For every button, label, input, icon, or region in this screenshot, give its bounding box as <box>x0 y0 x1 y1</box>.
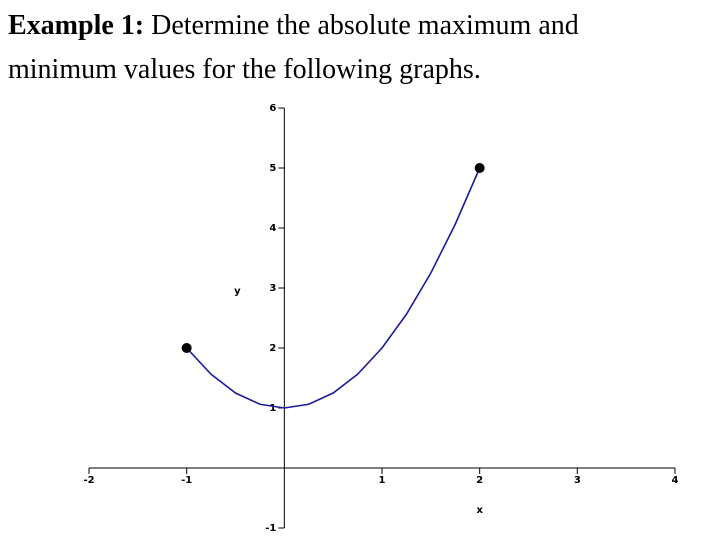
curve <box>186 167 481 409</box>
x-tick-label: 1 <box>379 475 386 486</box>
x-tick-label: 4 <box>672 475 679 486</box>
x-tick-label: -1 <box>181 475 192 486</box>
y-tick-label: 6 <box>269 103 276 114</box>
x-tick-label: 3 <box>574 475 581 486</box>
x-tick-label: 2 <box>476 475 483 486</box>
x-tick-label: -2 <box>83 475 94 486</box>
x-axis-label: x <box>476 505 483 516</box>
heading: Example 1: Determine the absolute maximu… <box>8 4 628 92</box>
example-label: Example 1: <box>8 10 145 41</box>
y-tick-label: 4 <box>269 223 276 234</box>
endpoint <box>181 343 192 353</box>
question: Determine the absolute maximum and minim… <box>8 10 579 85</box>
y-tick-label: 3 <box>269 283 276 294</box>
y-tick-label: 1 <box>269 403 276 414</box>
y-axis-label: y <box>234 286 241 297</box>
y-tick-label: 2 <box>269 343 276 354</box>
y-tick-label: 5 <box>269 163 276 174</box>
endpoint <box>474 163 485 173</box>
y-tick-label: -1 <box>265 523 276 534</box>
